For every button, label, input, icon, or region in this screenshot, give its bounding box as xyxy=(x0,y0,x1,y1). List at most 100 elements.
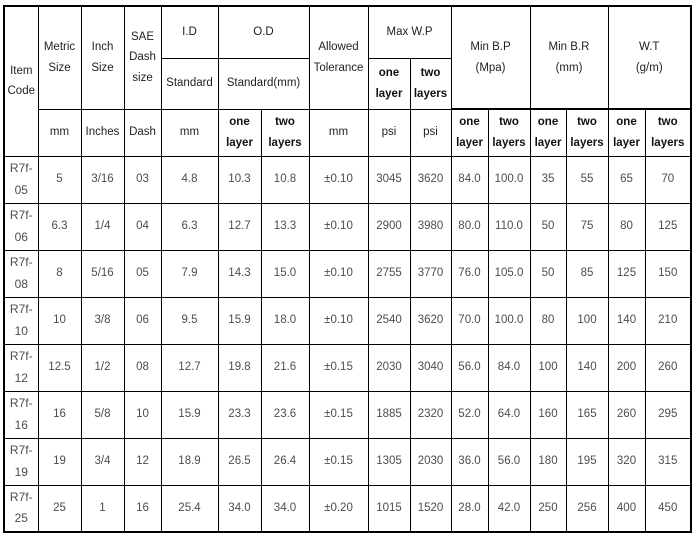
unit-br-two-layers: two layers xyxy=(565,108,609,157)
cell-bp-one-layer: 80.0 xyxy=(450,202,489,251)
cell-wt-one-layer: 65 xyxy=(607,155,646,204)
cell-wt-two-layers: 315 xyxy=(644,437,692,486)
cell-bp-one-layer: 76.0 xyxy=(450,249,489,298)
cell-wp-two-layers-psi: 3620 xyxy=(409,155,452,204)
cell-od-one-layer: 14.3 xyxy=(217,249,262,298)
cell-wp-two-layers-psi: 3770 xyxy=(409,249,452,298)
header-row-sub: Standard Standard(mm) one layer two laye… xyxy=(4,57,691,110)
cell-metric-size-mm: 8 xyxy=(37,249,82,298)
unit-od-two-layers: two layers xyxy=(260,108,310,157)
cell-od-one-layer: 12.7 xyxy=(217,202,262,251)
cell-wp-one-layer-psi: 2900 xyxy=(367,202,411,251)
cell-bp-one-layer: 70.0 xyxy=(450,296,489,345)
cell-item-code: R7f-08 xyxy=(3,249,39,298)
header-min-br: Min B.R (mm) xyxy=(529,5,609,110)
unit-wp-two-psi: psi xyxy=(409,108,452,157)
cell-br-one-layer: 100 xyxy=(529,343,567,392)
table-body: R7f-05 5 3/16 03 4.8 10.3 10.8 ±0.10 3045 3620 84.… xyxy=(3,155,692,533)
cell-metric-size-mm: 19 xyxy=(37,437,82,486)
cell-od-two-layers: 26.4 xyxy=(260,437,310,486)
cell-item-code: R7f-12 xyxy=(3,343,39,392)
table-row: R7f-05 5 3/16 03 4.8 10.3 10.8 ±0.10 3045 3620 84.… xyxy=(3,155,692,204)
unit-bp-one-layer: one layer xyxy=(450,108,489,157)
unit-inches: Inches xyxy=(80,108,125,157)
cell-od-two-layers: 21.6 xyxy=(260,343,310,392)
cell-id-standard-mm: 12.7 xyxy=(160,343,219,392)
cell-inch-size: 5/8 xyxy=(80,390,125,439)
cell-wp-two-layers-psi: 2030 xyxy=(409,437,452,486)
cell-inch-size: 3/16 xyxy=(80,155,125,204)
cell-item-code: R7f-10 xyxy=(3,296,39,345)
header-item-code: Item Code xyxy=(3,5,39,157)
cell-wt-two-layers: 450 xyxy=(644,484,692,533)
header-inch-size: Inch Size xyxy=(80,5,125,110)
unit-wt-one-layer: one layer xyxy=(607,108,646,157)
table-row: R7f-06 6.3 1/4 04 6.3 12.7 13.3 ±0.10 2900 3980 80… xyxy=(3,202,692,251)
cell-br-one-layer: 160 xyxy=(529,390,567,439)
header-wt: W.T (g/m) xyxy=(607,5,692,110)
cell-wp-one-layer-psi: 1305 xyxy=(367,437,411,486)
cell-wp-one-layer-psi: 1885 xyxy=(367,390,411,439)
header-id-standard: Standard xyxy=(160,57,219,110)
cell-wt-one-layer: 80 xyxy=(607,202,646,251)
cell-dash-size: 12 xyxy=(123,437,162,486)
cell-inch-size: 5/16 xyxy=(80,249,125,298)
cell-br-one-layer: 180 xyxy=(529,437,567,486)
cell-od-two-layers: 23.6 xyxy=(260,390,310,439)
cell-tolerance-mm: ±0.10 xyxy=(308,249,369,298)
cell-metric-size-mm: 12.5 xyxy=(37,343,82,392)
cell-dash-size: 10 xyxy=(123,390,162,439)
cell-dash-size: 03 xyxy=(123,155,162,204)
cell-br-two-layers: 100 xyxy=(565,296,609,345)
cell-id-standard-mm: 7.9 xyxy=(160,249,219,298)
cell-id-standard-mm: 15.9 xyxy=(160,390,219,439)
cell-wt-two-layers: 70 xyxy=(644,155,692,204)
cell-inch-size: 3/4 xyxy=(80,437,125,486)
cell-br-two-layers: 140 xyxy=(565,343,609,392)
cell-tolerance-mm: ±0.10 xyxy=(308,202,369,251)
cell-od-two-layers: 15.0 xyxy=(260,249,310,298)
cell-bp-one-layer: 56.0 xyxy=(450,343,489,392)
cell-dash-size: 08 xyxy=(123,343,162,392)
table-row: R7f-10 10 3/8 06 9.5 15.9 18.0 ±0.10 2540 3620 70.… xyxy=(3,296,692,345)
header-od-standard: Standard(mm) xyxy=(217,57,310,110)
cell-tolerance-mm: ±0.10 xyxy=(308,155,369,204)
cell-wp-one-layer-psi: 3045 xyxy=(367,155,411,204)
unit-tolerance-mm: mm xyxy=(308,108,369,157)
cell-wt-two-layers: 260 xyxy=(644,343,692,392)
cell-bp-two-layers: 110.0 xyxy=(487,202,531,251)
table-row: R7f-08 8 5/16 05 7.9 14.3 15.0 ±0.10 2755 3770 76.… xyxy=(3,249,692,298)
cell-wp-one-layer-psi: 2030 xyxy=(367,343,411,392)
cell-metric-size-mm: 16 xyxy=(37,390,82,439)
cell-br-two-layers: 256 xyxy=(565,484,609,533)
cell-metric-size-mm: 5 xyxy=(37,155,82,204)
table-row: R7f-12 12.5 1/2 08 12.7 19.8 21.6 ±0.15 2030 3040… xyxy=(3,343,692,392)
cell-dash-size: 16 xyxy=(123,484,162,533)
cell-od-one-layer: 34.0 xyxy=(217,484,262,533)
cell-wp-two-layers-psi: 3980 xyxy=(409,202,452,251)
cell-inch-size: 1 xyxy=(80,484,125,533)
cell-dash-size: 06 xyxy=(123,296,162,345)
cell-item-code: R7f-05 xyxy=(3,155,39,204)
cell-dash-size: 04 xyxy=(123,202,162,251)
cell-item-code: R7f-16 xyxy=(3,390,39,439)
unit-bp-two-layers: two layers xyxy=(487,108,531,157)
cell-wp-one-layer-psi: 2755 xyxy=(367,249,411,298)
cell-br-one-layer: 80 xyxy=(529,296,567,345)
cell-wt-one-layer: 320 xyxy=(607,437,646,486)
header-min-bp: Min B.P (Mpa) xyxy=(450,5,531,110)
cell-od-two-layers: 18.0 xyxy=(260,296,310,345)
cell-bp-one-layer: 52.0 xyxy=(450,390,489,439)
header-sae-dash-size: SAE Dash size xyxy=(123,5,162,110)
cell-wt-one-layer: 400 xyxy=(607,484,646,533)
cell-od-one-layer: 10.3 xyxy=(217,155,262,204)
cell-tolerance-mm: ±0.15 xyxy=(308,343,369,392)
cell-wt-two-layers: 295 xyxy=(644,390,692,439)
cell-wt-one-layer: 125 xyxy=(607,249,646,298)
cell-tolerance-mm: ±0.15 xyxy=(308,437,369,486)
cell-tolerance-mm: ±0.15 xyxy=(308,390,369,439)
header-wp-two-layers: two layers xyxy=(409,57,452,110)
cell-od-two-layers: 13.3 xyxy=(260,202,310,251)
header-row-units: mm Inches Dash mm one layer two layers m… xyxy=(4,108,692,157)
cell-br-two-layers: 75 xyxy=(565,202,609,251)
